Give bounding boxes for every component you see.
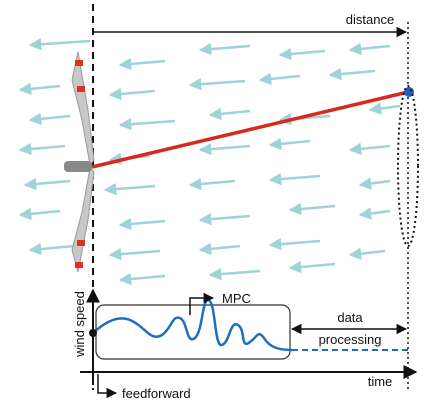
mpc-label: MPC — [222, 291, 251, 306]
wind-arrow — [348, 142, 391, 156]
distance-label: distance — [346, 12, 394, 27]
wind-arrow — [258, 72, 301, 86]
wind-arrow — [108, 87, 156, 101]
wind-arrow — [368, 102, 401, 115]
wind-arrow — [108, 247, 161, 261]
wind-arrow — [18, 142, 66, 156]
wind-arrow — [268, 237, 321, 251]
scan-ellipse — [397, 85, 419, 247]
mpc-arrow — [189, 292, 215, 315]
wind-arrow — [358, 207, 391, 220]
wind-arrow — [288, 260, 336, 274]
wind-arrow — [118, 217, 166, 231]
lidar-beam — [91, 90, 409, 169]
wind-arrow — [358, 177, 391, 190]
wind-arrow — [118, 57, 166, 71]
wind-arrow — [28, 38, 91, 51]
wind-arrow — [198, 212, 251, 226]
wind-arrow — [278, 47, 326, 61]
feedforward-label: feedforward — [122, 386, 191, 400]
wind-arrow — [198, 142, 251, 156]
wind-speed-curve — [92, 298, 293, 352]
wind-arrow — [103, 182, 156, 196]
wind-arrow — [268, 137, 311, 151]
wind-arrow — [198, 42, 251, 56]
processing-label: processing — [319, 332, 382, 347]
wind-arrow — [208, 107, 251, 121]
wind-arrow — [198, 242, 241, 256]
wind-arrow — [28, 242, 76, 256]
wind-arrow — [23, 177, 71, 191]
mpc-window — [95, 304, 291, 360]
turbine — [64, 51, 95, 273]
wind-arrow — [288, 202, 336, 216]
y-axis-label: wind speed — [72, 291, 87, 358]
wind-arrow — [188, 177, 236, 191]
wind-arrow — [328, 67, 376, 81]
wind-arrow — [348, 247, 386, 260]
data-label: data — [337, 310, 363, 325]
current-point — [89, 329, 97, 337]
wind-arrow — [28, 112, 71, 126]
wind-arrow — [348, 42, 391, 56]
wind-arrow — [188, 77, 246, 91]
wind-arrow — [18, 82, 61, 96]
wind-arrow — [268, 172, 321, 186]
x-axis-label: time — [368, 374, 393, 389]
wind-arrow — [118, 272, 166, 286]
feedforward-arrow — [97, 374, 118, 399]
wind-arrow — [18, 207, 61, 221]
wind-arrow — [208, 267, 261, 281]
wind-arrow — [118, 117, 176, 131]
